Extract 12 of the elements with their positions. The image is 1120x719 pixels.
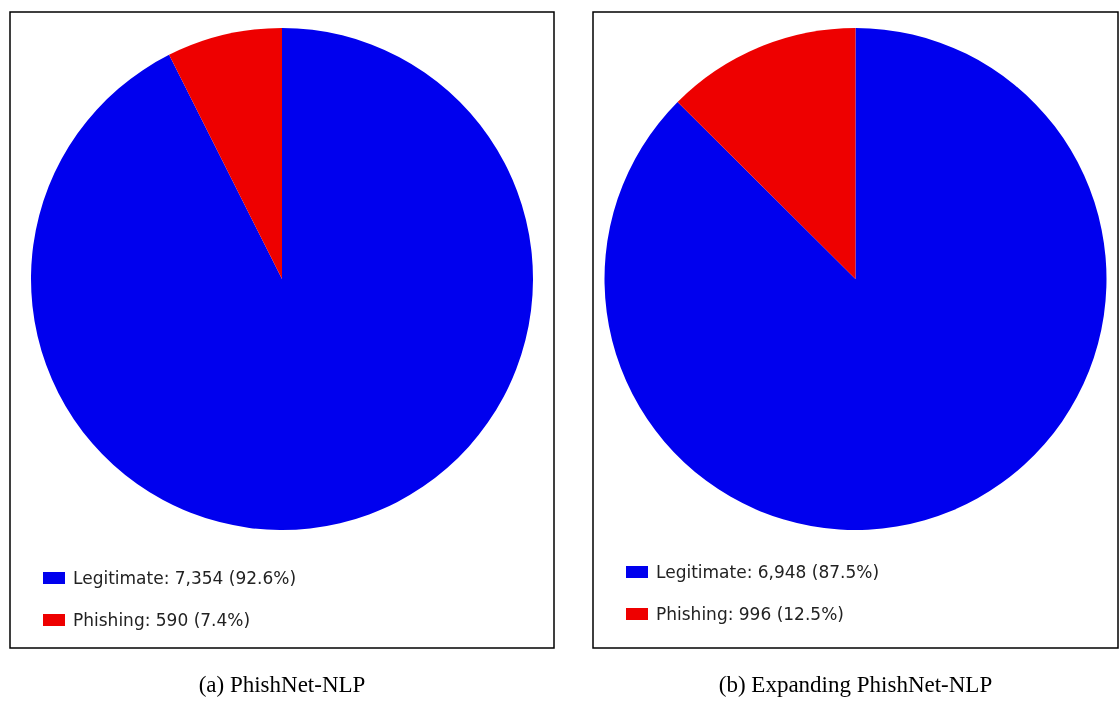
data-label: : 590 (7.4%) — [144, 610, 251, 630]
legend-label: Phishing — [656, 604, 728, 624]
legend-label: Phishing — [73, 610, 145, 630]
data-label: : 6,948 (87.5%) — [746, 562, 880, 582]
pie-slice — [31, 28, 533, 530]
data-label: : 7,354 (92.6%) — [163, 568, 297, 588]
text: (a) PhishNet-NLP — [198, 672, 366, 697]
legend-label: Legitimate — [73, 568, 164, 588]
pie-slice — [169, 28, 282, 279]
data-label: : 996 (12.5%) — [727, 604, 844, 624]
text: (b) Expanding PhishNet-NLP — [718, 672, 993, 697]
legend-label: Legitimate — [656, 562, 747, 582]
